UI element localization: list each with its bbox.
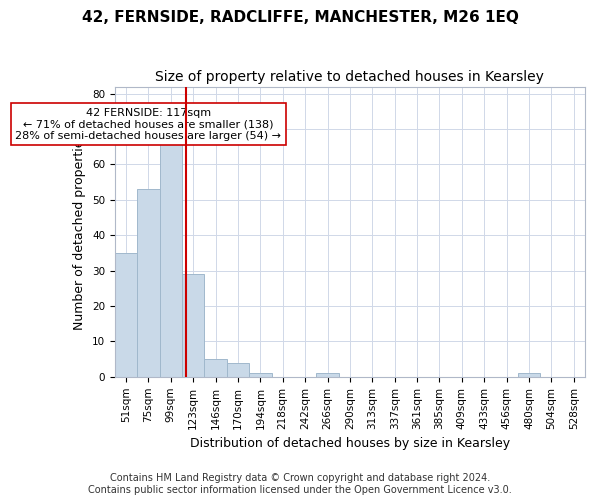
- Text: Contains HM Land Registry data © Crown copyright and database right 2024.
Contai: Contains HM Land Registry data © Crown c…: [88, 474, 512, 495]
- Bar: [137, 189, 160, 377]
- Text: 42 FERNSIDE: 117sqm
← 71% of detached houses are smaller (138)
28% of semi-detac: 42 FERNSIDE: 117sqm ← 71% of detached ho…: [16, 108, 281, 141]
- Bar: [115, 253, 137, 377]
- Bar: [160, 143, 182, 377]
- Text: 42, FERNSIDE, RADCLIFFE, MANCHESTER, M26 1EQ: 42, FERNSIDE, RADCLIFFE, MANCHESTER, M26…: [82, 10, 518, 25]
- Y-axis label: Number of detached properties: Number of detached properties: [73, 133, 86, 330]
- Bar: [227, 362, 249, 377]
- X-axis label: Distribution of detached houses by size in Kearsley: Distribution of detached houses by size …: [190, 437, 510, 450]
- Title: Size of property relative to detached houses in Kearsley: Size of property relative to detached ho…: [155, 70, 544, 84]
- Bar: [518, 374, 540, 377]
- Bar: [182, 274, 205, 377]
- Bar: [249, 374, 272, 377]
- Bar: [205, 359, 227, 377]
- Bar: [316, 374, 338, 377]
